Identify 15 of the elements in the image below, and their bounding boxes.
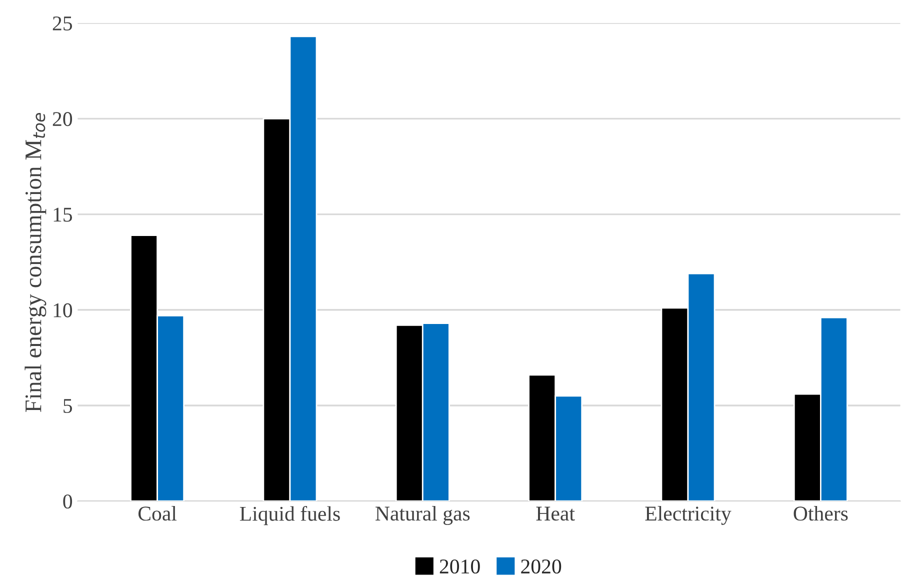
x-tick-label: Natural gas — [376, 506, 470, 525]
y-tick-label: 10 — [54, 303, 72, 318]
y-tick-label: 20 — [52, 112, 72, 126]
x-tick-label: Coal — [138, 506, 177, 521]
y-tick-label: 15 — [54, 208, 72, 222]
x-tick-label: Liquid fuels — [240, 506, 340, 526]
legend-label: 2010 — [440, 559, 480, 574]
x-tick-label: Heat — [536, 506, 575, 521]
y-tick-label: 5 — [64, 399, 72, 413]
x-tick-label: Electricity — [645, 506, 732, 525]
y-tick-label: 25 — [52, 16, 72, 30]
legend-label: 2020 — [521, 559, 562, 574]
y-tick-label: 0 — [63, 494, 72, 509]
y-axis-title: Final energy consumption M$_{toe}$ — [24, 113, 46, 412]
x-tick-label: Others — [794, 506, 848, 521]
